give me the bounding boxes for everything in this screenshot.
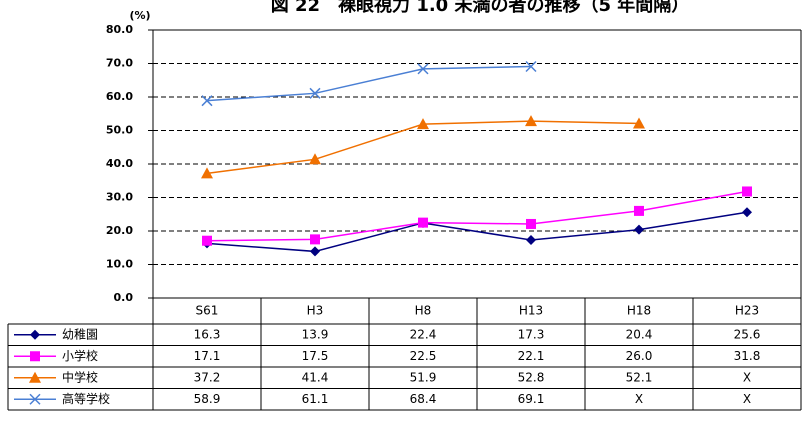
marker — [525, 115, 537, 127]
x-tick-label: H8 — [415, 304, 432, 318]
table-value: 69.1 — [518, 392, 545, 406]
legend-marker — [29, 393, 41, 405]
marker — [310, 234, 320, 245]
table-value: X — [743, 392, 751, 406]
table-value: 51.9 — [410, 370, 437, 384]
marker — [742, 186, 752, 197]
y-tick-label: 10.0 — [106, 258, 133, 271]
marker — [418, 217, 428, 228]
table-value: 22.1 — [518, 349, 545, 363]
y-tick-label: 20.0 — [106, 224, 133, 237]
marker — [201, 167, 213, 179]
y-tick-label: 40.0 — [106, 157, 133, 170]
series-line — [206, 65, 532, 102]
table-value: 17.3 — [518, 327, 545, 341]
table-value: X — [635, 392, 643, 406]
table-value: 31.8 — [734, 349, 761, 363]
marker — [634, 224, 644, 235]
table-value: 61.1 — [302, 392, 329, 406]
marker — [633, 117, 645, 129]
legend-label: 中学校 — [62, 369, 98, 384]
y-tick-label: 0.0 — [114, 291, 134, 304]
y-tick-label: 80.0 — [106, 23, 133, 36]
marker — [310, 246, 320, 257]
marker — [525, 60, 537, 73]
x-tick-label: H3 — [307, 304, 324, 318]
marker — [742, 207, 752, 218]
y-tick-label: 50.0 — [106, 124, 133, 137]
chart-title: 図 22 裸眼視力 1.0 未満の者の推移（5 年間隔） — [271, 0, 690, 16]
table-value: 16.3 — [194, 327, 221, 341]
table-value: 26.0 — [626, 349, 653, 363]
legend-label: 高等学校 — [62, 391, 110, 406]
table-value: X — [743, 370, 751, 384]
y-tick-label: 60.0 — [106, 90, 133, 103]
y-tick-label: 70.0 — [106, 57, 133, 70]
legend-label: 幼稚園 — [62, 327, 98, 341]
x-tick-label: S61 — [196, 304, 219, 318]
series-line — [206, 211, 748, 253]
series-line — [206, 190, 748, 242]
table-value: 17.5 — [302, 349, 329, 363]
table-value: 20.4 — [626, 327, 653, 341]
table-value: 22.5 — [410, 349, 437, 363]
table-value: 22.4 — [410, 327, 437, 341]
legend-label: 小学校 — [62, 348, 98, 363]
table-value: 58.9 — [194, 392, 221, 406]
legend-marker — [30, 329, 40, 340]
table-value: 13.9 — [302, 327, 329, 341]
marker — [309, 153, 321, 165]
legend-marker — [30, 351, 40, 362]
table-value: 52.1 — [626, 370, 653, 384]
table-value: 37.2 — [194, 370, 221, 384]
marker — [202, 235, 212, 246]
marker — [526, 235, 536, 246]
marker — [417, 63, 429, 75]
marker — [309, 87, 321, 99]
marker — [634, 205, 644, 216]
marker — [526, 218, 536, 229]
marker — [417, 118, 429, 130]
marker — [201, 95, 213, 107]
table-value: 52.8 — [518, 370, 545, 384]
table-value: 41.4 — [302, 370, 329, 384]
y-axis-label: (%) — [129, 9, 150, 22]
y-tick-label: 30.0 — [106, 191, 133, 204]
x-tick-label: H23 — [735, 304, 759, 318]
table-value: 25.6 — [734, 327, 761, 341]
x-tick-label: H13 — [519, 304, 543, 318]
legend-marker — [29, 371, 41, 383]
table-value: 17.1 — [194, 349, 221, 363]
x-tick-label: H18 — [627, 304, 651, 318]
table-value: 68.4 — [410, 392, 437, 406]
